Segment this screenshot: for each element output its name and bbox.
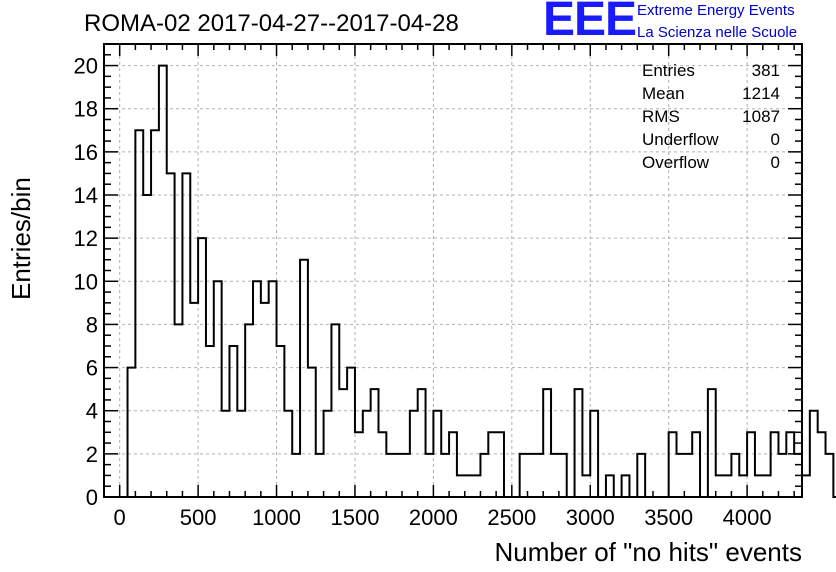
x-tick-label: 1500 [330,505,379,530]
stats-value: 1214 [742,84,780,103]
x-tick-label: 3500 [644,505,693,530]
x-tick-label: 1000 [252,505,301,530]
chart-title: ROMA-02 2017-04-27--2017-04-28 [84,10,459,37]
y-tick-label: 0 [86,485,98,510]
stats-value: 1087 [742,107,780,126]
y-tick-label: 16 [74,140,98,165]
stats-box: Entries 381 Mean 1214 RMS 1087 Underflow… [642,59,780,174]
stats-row-entries: Entries 381 [642,59,780,82]
stats-row-underflow: Underflow 0 [642,128,780,151]
stats-value: 381 [751,61,780,80]
x-axis-tick-labels: 0 500 1000 1500 2000 2500 3000 3500 4000 [114,505,772,530]
histogram-series [119,64,836,498]
stats-row-overflow: Overflow 0 [642,151,780,174]
x-tick-label: 2500 [487,505,536,530]
stats-row-rms: RMS 1087 [642,105,780,128]
y-tick-label: 18 [74,97,98,122]
y-tick-label: 6 [86,356,98,381]
logo-line-2: La Scienza nelle Scuole [637,24,798,41]
logo-line-1: Extreme Energy Events [637,2,795,19]
x-tick-label: 2000 [409,505,458,530]
x-tick-label: 4000 [723,505,772,530]
x-axis-label: Number of "no hits" events [494,537,803,567]
y-tick-label: 2 [86,442,98,467]
stats-label: RMS [642,107,680,126]
y-tick-label: 20 [74,54,98,79]
stats-value: 0 [770,153,780,172]
stats-row-mean: Mean 1214 [642,82,780,105]
stats-label: Underflow [642,130,719,149]
x-tick-label: 3000 [566,505,615,530]
stats-label: Entries [642,61,695,80]
y-axis-ticks [104,43,802,498]
x-axis-ticks [103,44,795,497]
stats-value: 0 [770,130,780,149]
y-tick-label: 10 [74,269,98,294]
x-tick-label: 0 [114,505,126,530]
stats-label: Overflow [642,153,710,172]
x-tick-label: 500 [180,505,217,530]
y-tick-label: 8 [86,312,98,337]
y-axis-label: Entries/bin [6,177,36,300]
y-tick-label: 4 [86,399,98,424]
y-tick-label: 14 [74,183,98,208]
stats-label: Mean [642,84,685,103]
y-tick-label: 12 [74,226,98,251]
y-axis-tick-labels: 0 2 4 6 8 10 12 14 16 18 20 [74,54,98,510]
eee-logo: EEE [543,0,637,46]
grid-lines [104,44,802,498]
